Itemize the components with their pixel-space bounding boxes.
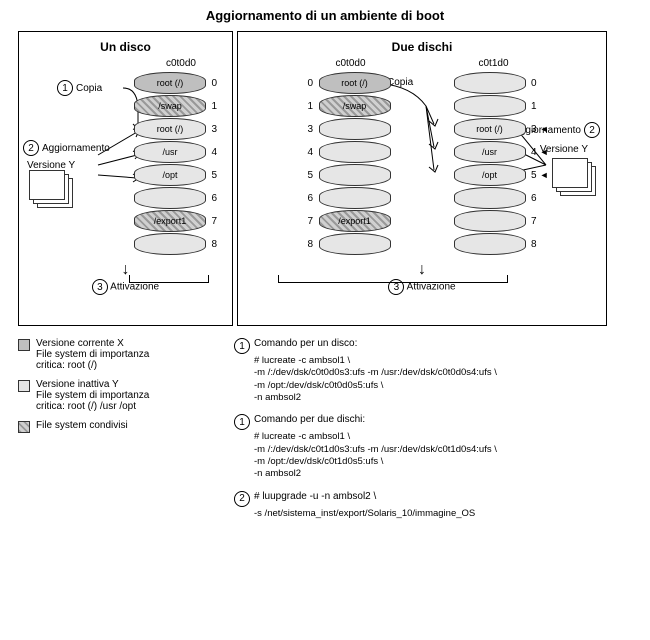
diskA-label: c0t0d0 <box>335 58 365 69</box>
swatch-inactive <box>18 380 30 392</box>
slice: 7 <box>454 210 526 232</box>
ann-version: Versione Y <box>27 160 75 171</box>
slice: 6 <box>319 187 391 209</box>
panel1-title: Un disco <box>25 40 226 54</box>
doc-icon2 <box>552 158 600 198</box>
swatch-current <box>18 339 30 351</box>
slice: 5 <box>319 164 391 186</box>
panel-one-disk: Un disco c0t0d0 1Copia 2Aggiornamento Ve… <box>18 31 233 326</box>
cmd-one-disk: 1Comando per un disco: # lucreate -c amb… <box>234 338 614 404</box>
legend-inactive: Versione inattiva Y File system di impor… <box>18 379 218 412</box>
page-title: Aggiornamento di un ambiente di boot <box>0 0 650 31</box>
diskB-label: c0t1d0 <box>478 58 508 69</box>
slice: 6 <box>454 187 526 209</box>
slice: 0 <box>454 72 526 94</box>
swatch-shared <box>18 421 30 433</box>
slice: /swap1 <box>319 95 391 117</box>
slice: 8 <box>319 233 391 255</box>
legend: Versione corrente X File system di impor… <box>0 326 650 530</box>
slice: /export17 <box>319 210 391 232</box>
legend-current: Versione corrente X File system di impor… <box>18 338 218 371</box>
panel2-title: Due dischi <box>244 40 600 54</box>
slice: /export17 <box>134 210 206 232</box>
disk-label: c0t0d0 <box>166 58 196 69</box>
slice: root (/)0 <box>319 72 391 94</box>
slice: 3 <box>319 118 391 140</box>
slice: 1 <box>454 95 526 117</box>
slice: /swap1 <box>134 95 206 117</box>
slice: /usr4◄ <box>454 141 526 163</box>
slice: /opt5 <box>134 164 206 186</box>
slice: 4 <box>319 141 391 163</box>
slice: 8 <box>134 233 206 255</box>
slice: root (/)0 <box>134 72 206 94</box>
slice: root (/)3◄ <box>454 118 526 140</box>
slice: /opt5◄ <box>454 164 526 186</box>
cmd-two-disks: 1Comando per due dischi: # lucreate -c a… <box>234 414 614 480</box>
slice: /usr4 <box>134 141 206 163</box>
doc-icon <box>29 170 77 210</box>
panel-two-disks: Due dischi c0t0d0 c0t1d0 1Copia Aggiorna… <box>237 31 607 326</box>
slice: 8 <box>454 233 526 255</box>
bracket2-icon <box>278 275 508 283</box>
bracket-icon <box>129 275 209 283</box>
legend-shared: File system condivisi <box>18 420 218 433</box>
slice: root (/)3 <box>134 118 206 140</box>
cmd-luupgrade: 2# luupgrade -u -n ambsol2 \ -s /net/sis… <box>234 491 614 520</box>
slice: 6 <box>134 187 206 209</box>
